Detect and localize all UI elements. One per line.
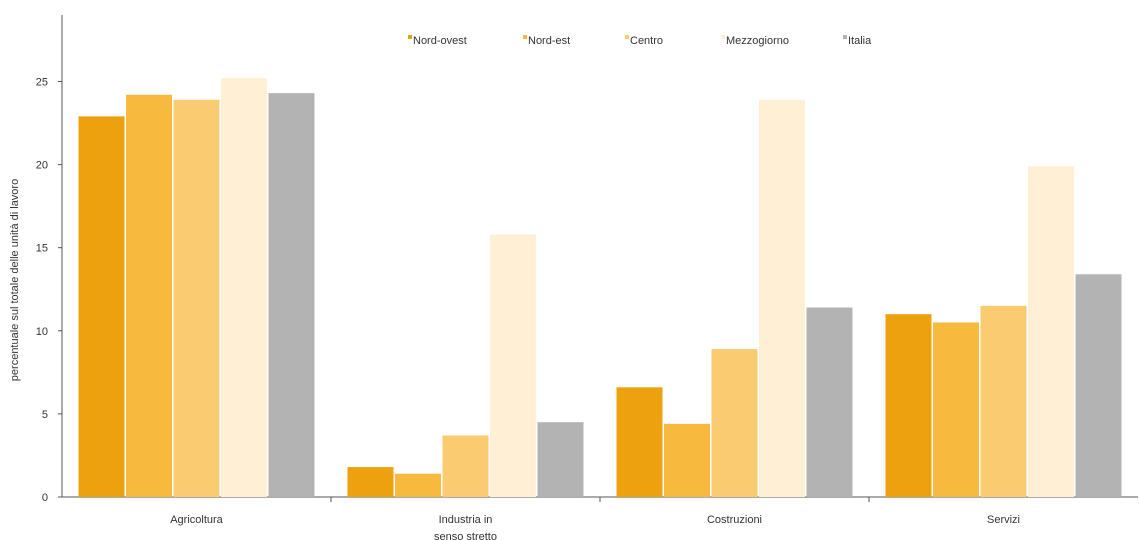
legend-label: Mezzogiorno (726, 35, 789, 47)
bar-mezzogiorno (759, 99, 805, 498)
y-tick-label: 0 (42, 492, 48, 504)
x-category-label: senso stretto (434, 531, 497, 540)
bar-nord-est (664, 423, 710, 497)
y-axis-label: percentuale sul totale delle unità di la… (9, 179, 21, 381)
bar-nord-est (395, 473, 441, 497)
bar-nord-est (933, 322, 979, 497)
x-category-label: Servizi (987, 514, 1020, 526)
legend-label: Nord-ovest (413, 35, 467, 47)
bar-nord-ovest (885, 314, 932, 497)
legend-label: Italia (848, 35, 872, 47)
bar-nord-ovest (616, 387, 663, 497)
legend-swatch (843, 35, 847, 39)
legend-label: Centro (630, 35, 663, 47)
y-axis-label-group: percentuale sul totale delle unità di la… (9, 179, 21, 381)
bar-centro (980, 305, 1027, 497)
y-tick-label: 15 (36, 243, 48, 255)
bar-nord-est (126, 94, 172, 498)
legend-swatch (625, 35, 629, 39)
bar-mezzogiorno (490, 234, 536, 497)
bar-italia (806, 307, 853, 497)
bar-centro (711, 349, 758, 497)
bar-centro (442, 435, 489, 497)
bars (78, 78, 1122, 498)
bar-italia (1075, 274, 1122, 497)
y-tick-label: 20 (36, 160, 48, 172)
bar-mezzogiorno (221, 78, 267, 497)
legend: Nord-ovest Nord-est Centro Mezzogiorno Itali… (408, 35, 872, 47)
bar-mezzogiorno (1028, 166, 1074, 497)
y-tick-label: 25 (36, 76, 48, 88)
bar-centro (173, 99, 220, 498)
legend-label: Nord-est (528, 35, 570, 47)
y-tick-label: 10 (36, 326, 48, 338)
bar-nord-ovest (78, 116, 125, 498)
legend-swatch (721, 35, 725, 39)
x-category-label: Industria in (439, 514, 493, 526)
bar-italia (268, 93, 315, 497)
bar-italia (537, 422, 584, 497)
bar-nord-ovest (347, 467, 394, 497)
x-category-label: Costruzioni (707, 514, 762, 526)
x-category-label: Agricoltura (170, 514, 223, 526)
legend-swatch (408, 35, 412, 39)
legend-swatch (523, 35, 527, 39)
y-tick-label: 5 (42, 409, 48, 421)
